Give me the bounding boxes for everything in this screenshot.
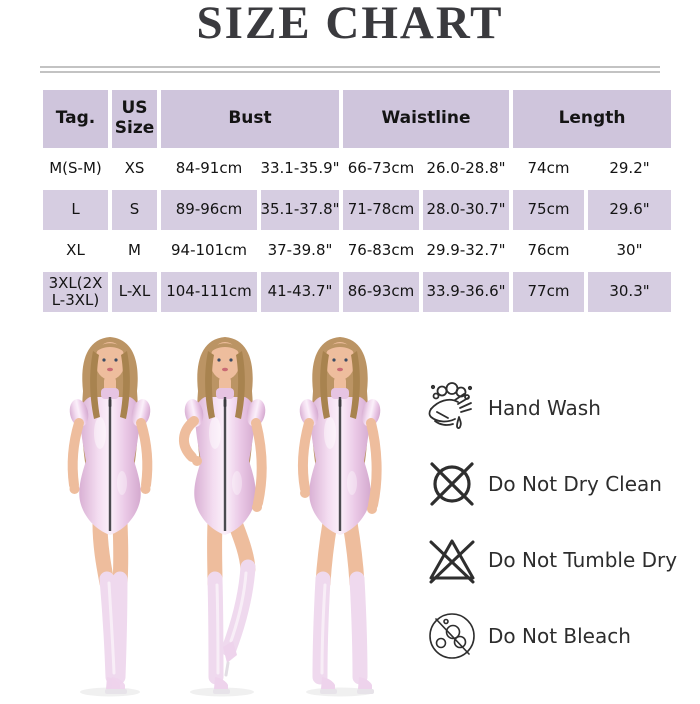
- models-illustration: [67, 337, 382, 697]
- table-cell: 74cm: [527, 159, 570, 178]
- table-cell: M(S-M): [49, 159, 102, 178]
- care-label: Do Not Dry Clean: [488, 472, 662, 496]
- table-cell: XS: [124, 159, 145, 178]
- table-cell: 29.9-32.7": [426, 241, 506, 260]
- table-cell: 76-83cm: [347, 241, 415, 260]
- divider-line-bottom: [40, 71, 660, 73]
- table-cell: 76cm: [527, 241, 570, 260]
- care-item-do-not-bleach: Do Not Bleach: [424, 608, 700, 664]
- table-cell: 104-111cm: [161, 272, 257, 312]
- model-middle: [179, 337, 267, 697]
- page-title: SIZE CHART: [196, 0, 504, 49]
- model-right: [297, 337, 382, 697]
- col-header-length: Length: [513, 90, 671, 148]
- table-cell: 28.0-30.7": [423, 190, 509, 230]
- hand-wash-icon: [424, 380, 480, 436]
- table-cell: 29.2": [609, 159, 650, 178]
- do-not-bleach-icon: [424, 608, 480, 664]
- table-cell: S: [112, 190, 157, 230]
- table-cell: 26.0-28.8": [426, 159, 506, 178]
- col-header-us-size: US Size: [112, 90, 157, 148]
- care-label: Do Not Tumble Dry: [488, 548, 678, 572]
- table-cell: 75cm: [513, 190, 584, 230]
- table-cell: 37-39.8": [267, 241, 333, 260]
- table-cell: 30": [616, 241, 643, 260]
- table-cell: L-XL: [112, 272, 157, 312]
- table-cell: 33.1-35.9": [260, 159, 340, 178]
- table-cell: 89-96cm: [161, 190, 257, 230]
- col-header-waistline: Waistline: [343, 90, 509, 148]
- col-header-tag: Tag.: [43, 90, 108, 148]
- table-cell: 30.3": [588, 272, 671, 312]
- table-cell: 29.6": [588, 190, 671, 230]
- do-not-dry-clean-icon: [424, 456, 480, 512]
- table-cell: 33.9-36.6": [423, 272, 509, 312]
- care-label: Hand Wash: [488, 396, 601, 420]
- table-cell: 35.1-37.8": [260, 190, 340, 230]
- table-cell: 71-78cm: [343, 190, 419, 230]
- table-cell: L: [43, 190, 108, 230]
- product-photo-models: [0, 333, 432, 700]
- table-cell: M: [128, 241, 141, 260]
- care-instructions: Hand Wash Do Not Dry Clean Do Not Tumble…: [424, 380, 700, 684]
- table-cell: 77cm: [513, 272, 584, 312]
- table-cell: 41-43.7": [261, 272, 339, 312]
- table-cell: 3XL(2X L-3XL): [43, 272, 108, 312]
- table-cell: XL: [66, 241, 85, 260]
- table-cell: 86-93cm: [343, 272, 419, 312]
- table-cell: 84-91cm: [175, 159, 243, 178]
- do-not-tumble-dry-icon: [424, 532, 480, 588]
- divider-line-top: [40, 66, 660, 68]
- care-item-hand-wash: Hand Wash: [424, 380, 700, 436]
- table-cell: 66-73cm: [347, 159, 415, 178]
- table-cell: 94-101cm: [171, 241, 247, 260]
- col-header-bust: Bust: [161, 90, 339, 148]
- care-label: Do Not Bleach: [488, 624, 631, 648]
- care-item-do-not-dry-clean: Do Not Dry Clean: [424, 456, 700, 512]
- size-table: Tag. US Size Bust Waistline Length M(S-M…: [43, 90, 671, 312]
- model-left: [67, 337, 153, 697]
- care-item-do-not-tumble-dry: Do Not Tumble Dry: [424, 532, 700, 588]
